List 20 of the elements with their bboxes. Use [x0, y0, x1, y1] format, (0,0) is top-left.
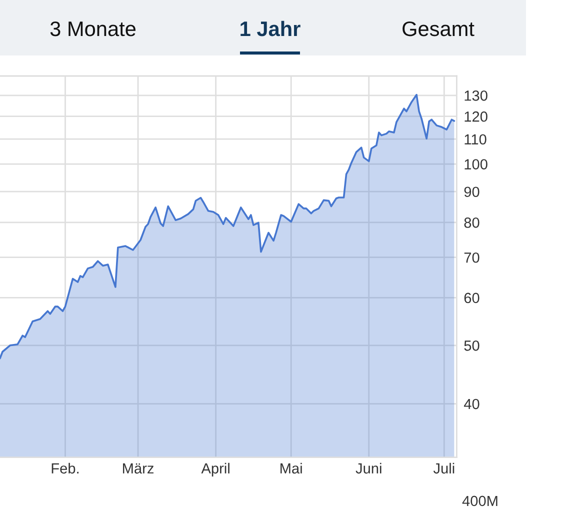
y-tick-label: 60 — [464, 292, 480, 304]
y-tick-label: 40 — [464, 398, 480, 410]
x-tick-label: Juli — [433, 462, 454, 474]
x-tick-label: Juni — [356, 462, 382, 474]
x-tick-label: April — [201, 462, 230, 476]
text: 400M — [462, 496, 498, 506]
y-tick-label: 120 — [464, 111, 488, 122]
x-tick-label: Mai — [280, 462, 302, 474]
y-tick-label: 100 — [464, 159, 488, 170]
y-tick-label: 110 — [464, 134, 486, 145]
y-tick-label: 80 — [464, 218, 480, 228]
text: Gesamt — [402, 21, 474, 36]
x-tick-label: Feb. — [52, 462, 79, 474]
y-tick-label: 90 — [464, 186, 480, 198]
y-tick-label: 130 — [464, 90, 488, 101]
y-tick-label: 70 — [464, 252, 480, 263]
text: 1 Jahr — [240, 20, 300, 36]
y-tick-label: 50 — [464, 340, 480, 351]
text: 3 Monate — [50, 21, 136, 36]
x-tick-label: März — [123, 463, 154, 474]
